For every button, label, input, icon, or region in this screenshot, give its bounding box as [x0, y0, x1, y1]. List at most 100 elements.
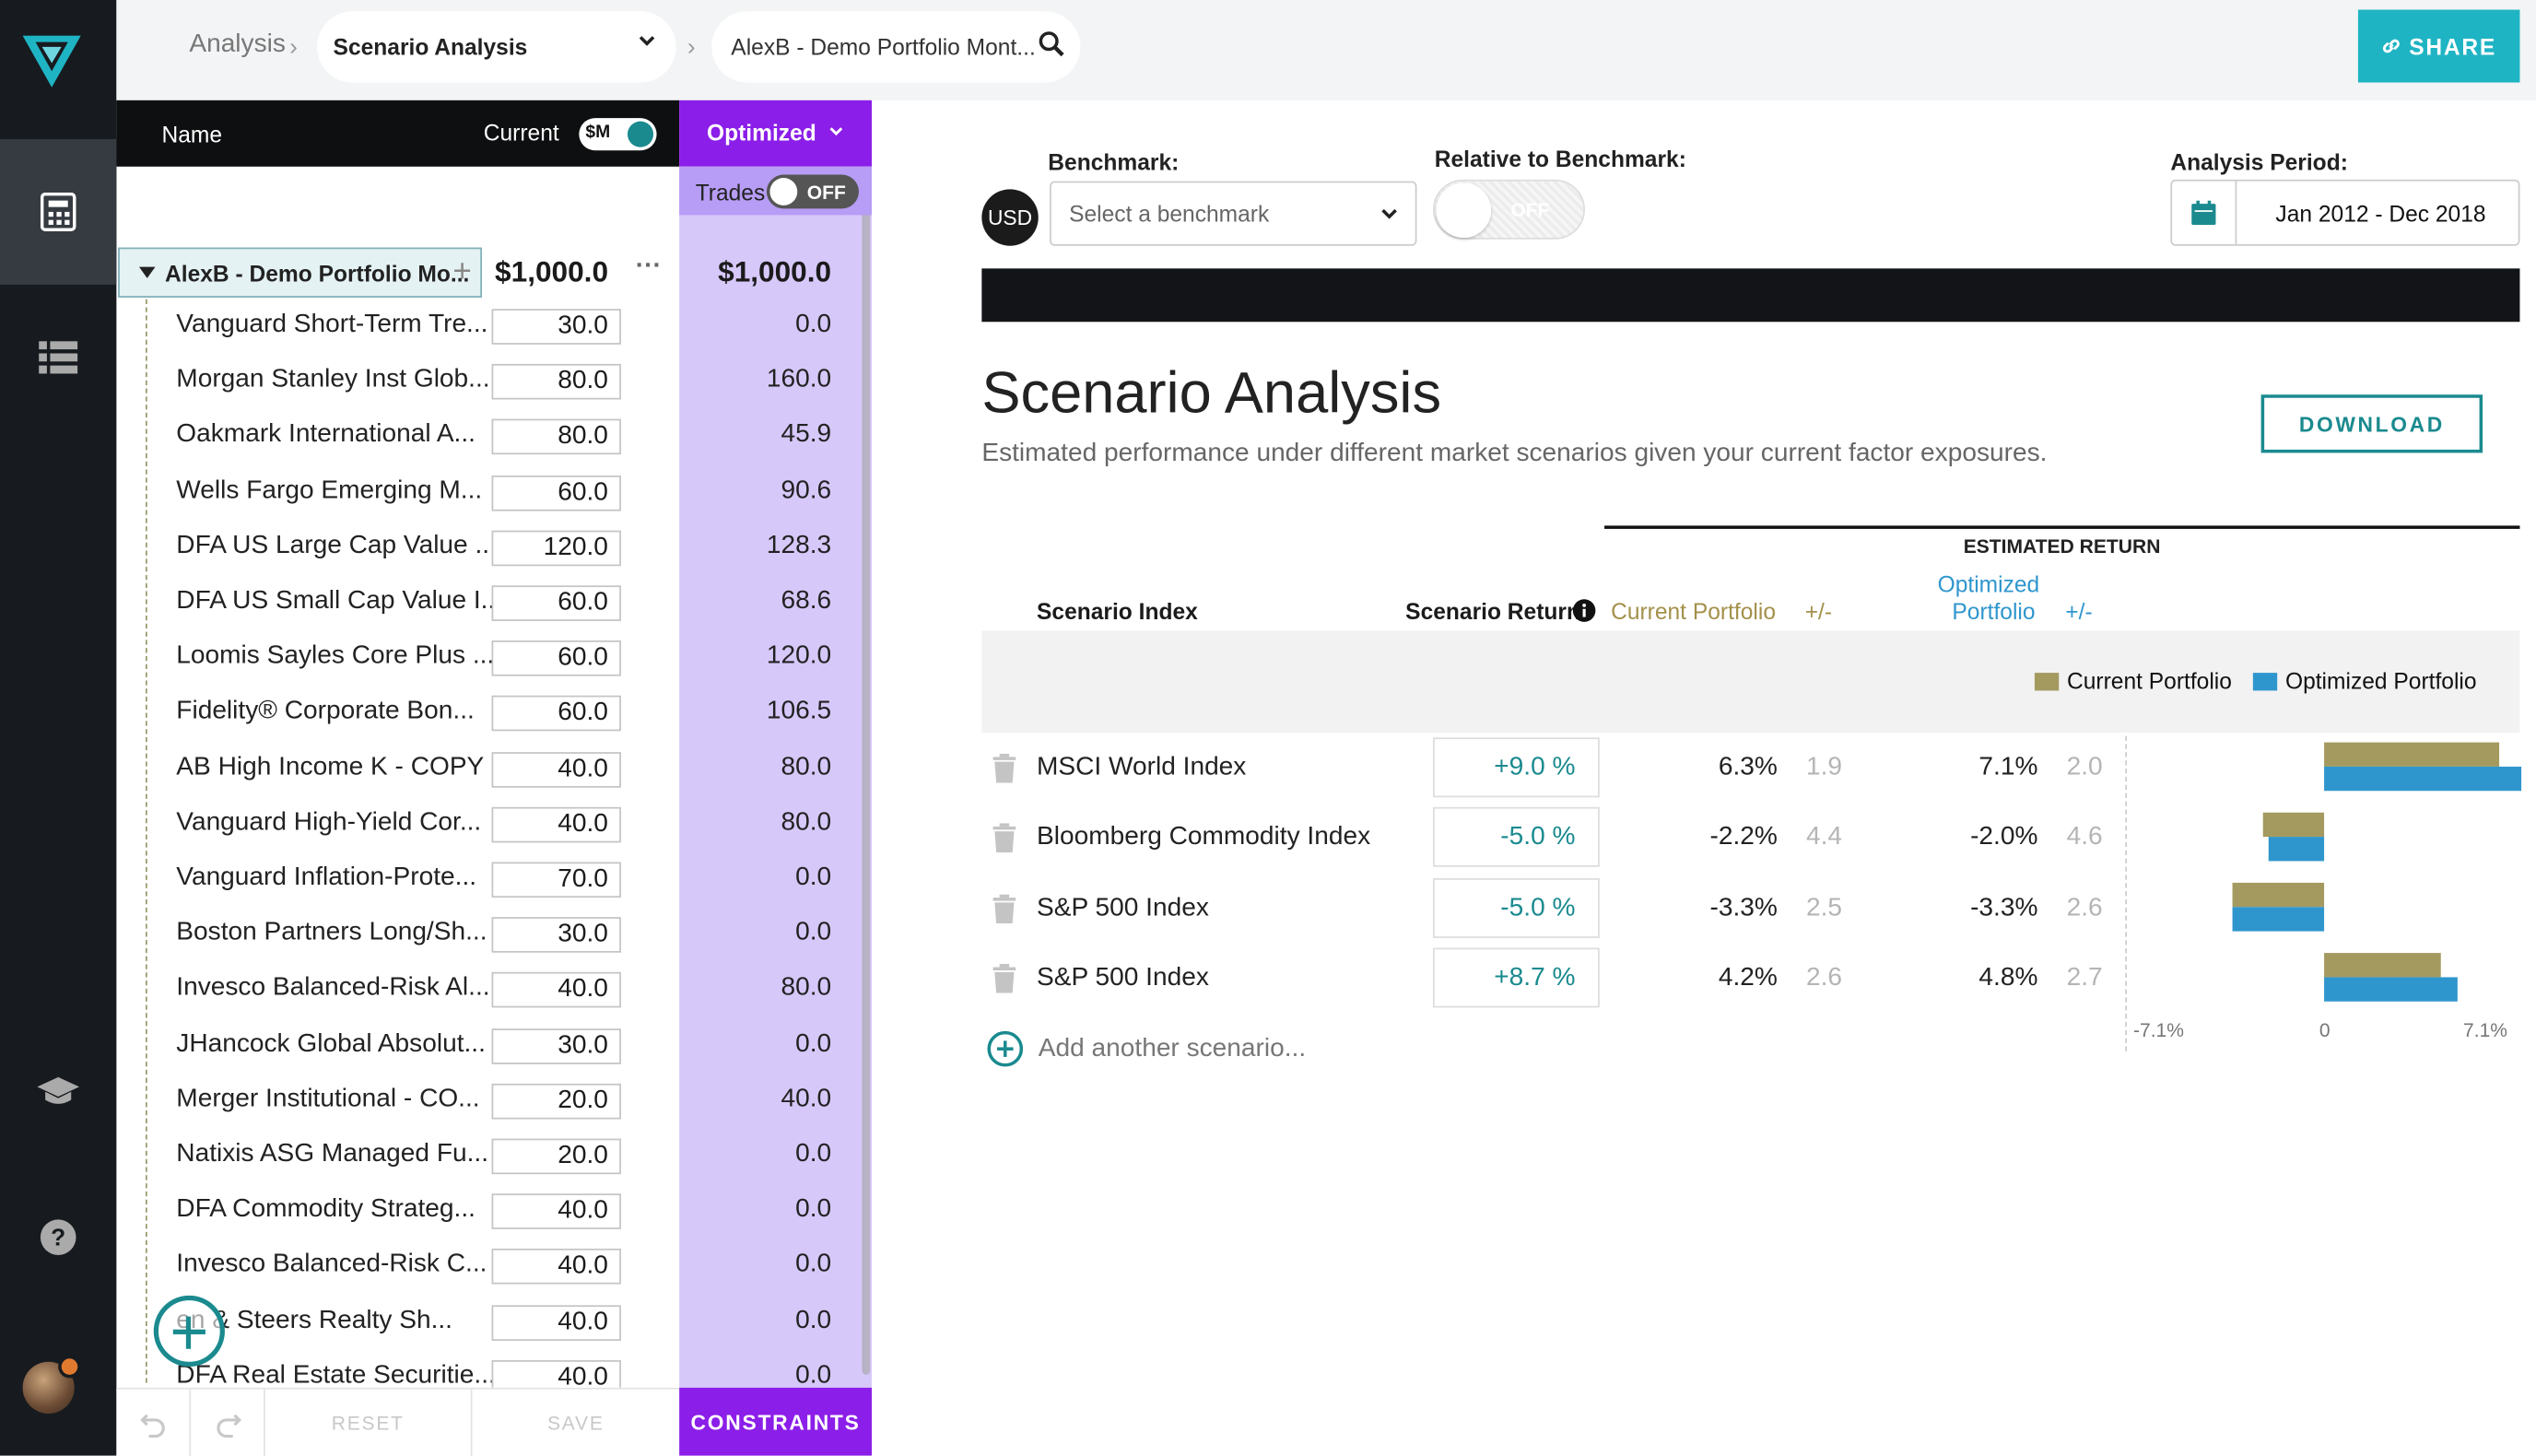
holding-name[interactable]: Loomis Sayles Core Plus ...	[176, 642, 495, 670]
holding-name[interactable]: Wells Fargo Emerging M...	[176, 476, 483, 504]
holding-current-input[interactable]: 40.0	[491, 1304, 621, 1341]
breadcrumb-analysis[interactable]: Analysis	[189, 30, 286, 59]
trash-icon[interactable]	[992, 964, 1021, 993]
holding-current-input[interactable]: 40.0	[491, 1193, 621, 1230]
trades-toggle[interactable]: OFF	[766, 174, 859, 209]
holding-current-input[interactable]: 30.0	[491, 1027, 621, 1064]
holding-name[interactable]: Boston Partners Long/Sh...	[176, 919, 487, 947]
toggle-knob	[627, 121, 654, 147]
scenario-return-input[interactable]: +8.7 %	[1433, 947, 1600, 1008]
info-icon[interactable]	[1572, 598, 1596, 622]
bar-optimized	[2324, 766, 2522, 792]
scenario-name: MSCI World Index	[1037, 753, 1247, 781]
holding-current-input[interactable]: 80.0	[491, 364, 621, 400]
holding-name[interactable]: Vanguard High-Yield Cor...	[176, 808, 482, 837]
add-holding-button[interactable]	[153, 1295, 225, 1368]
calendar-icon[interactable]	[2172, 181, 2237, 245]
graduation-cap-icon[interactable]	[0, 1019, 116, 1165]
holding-name[interactable]: AB High Income K - COPY	[176, 753, 485, 781]
list-icon[interactable]	[0, 285, 116, 430]
optimized-pm-value: 4.6	[2066, 824, 2103, 851]
holding-name[interactable]: Natixis ASG Managed Fu...	[176, 1140, 489, 1168]
more-options-icon[interactable]: ···	[635, 252, 662, 280]
analysis-period-value: Jan 2012 - Dec 2018	[2275, 200, 2486, 227]
holding-current-input[interactable]: 30.0	[491, 309, 621, 345]
trash-icon[interactable]	[992, 753, 1021, 783]
holding-current-input[interactable]: 60.0	[491, 475, 621, 511]
holding-name[interactable]: Merger Institutional - CO...	[176, 1085, 480, 1113]
analysis-period-picker[interactable]: Jan 2012 - Dec 2018	[2170, 179, 2520, 246]
add-scenario-button[interactable]: Add another scenario...	[987, 1030, 1306, 1067]
optimized-column	[679, 166, 859, 1388]
holding-current-input[interactable]: 80.0	[491, 419, 621, 455]
trash-icon[interactable]	[992, 824, 1021, 853]
holding-current-input[interactable]: 20.0	[491, 1138, 621, 1175]
holding-current-input[interactable]: 40.0	[491, 1249, 621, 1286]
optimized-dropdown[interactable]: Optimized	[679, 100, 872, 167]
holding-current-input[interactable]: 60.0	[491, 640, 621, 676]
optimized-header: Optimized	[706, 119, 816, 146]
undo-icon[interactable]	[116, 1389, 192, 1456]
legend-optimized: Optimized Portfolio	[2252, 668, 2477, 694]
redo-icon[interactable]	[191, 1389, 265, 1456]
holding-current-input[interactable]: 40.0	[491, 806, 621, 843]
holding-name[interactable]: Invesco Balanced-Risk Al...	[176, 974, 490, 1003]
currency-badge[interactable]: USD	[981, 189, 1039, 246]
holding-current-input[interactable]: 60.0	[491, 585, 621, 621]
holding-name[interactable]: Morgan Stanley Inst Glob...	[176, 365, 490, 393]
constraints-button[interactable]: CONSTRAINTS	[679, 1387, 872, 1456]
plus-icon[interactable]: +	[452, 253, 472, 290]
currency-label: USD	[987, 205, 1033, 230]
portfolio-root-row[interactable]: AlexB - Demo Portfolio Mo... +	[118, 247, 483, 298]
holding-optimized-value: 80.0	[781, 753, 832, 781]
holding-name[interactable]: Vanguard Inflation-Prote...	[176, 863, 477, 892]
holding-name[interactable]: DFA US Small Cap Value I...	[176, 587, 503, 615]
search-icon[interactable]	[1039, 30, 1064, 57]
caret-down-icon[interactable]	[138, 266, 156, 278]
holding-name[interactable]: JHancock Global Absolut...	[176, 1029, 486, 1058]
holding-name[interactable]: DFA US Large Cap Value ...	[176, 532, 497, 559]
holding-current-input[interactable]: 40.0	[491, 751, 621, 788]
current-return-value: -2.2%	[1709, 824, 1778, 851]
scenario-return-input[interactable]: -5.0 %	[1433, 877, 1600, 938]
holding-current-input[interactable]: 20.0	[491, 1083, 621, 1120]
holding-current-input[interactable]: 70.0	[491, 862, 621, 898]
holding-name[interactable]: DFA Real Estate Securitie...	[176, 1361, 496, 1390]
holding-name[interactable]: Invesco Balanced-Risk C...	[176, 1251, 487, 1279]
save-button[interactable]: SAVE	[472, 1390, 679, 1456]
units-toggle[interactable]: $M	[579, 118, 657, 151]
optimized-return-value: -2.0%	[1970, 824, 2038, 851]
holding-current-input[interactable]: 120.0	[491, 530, 621, 566]
share-button[interactable]: SHARE	[2357, 9, 2520, 83]
scenario-return-input[interactable]: +9.0 %	[1433, 737, 1600, 798]
tool-select[interactable]: Scenario Analysis	[316, 11, 676, 83]
optimized-return-value: 4.8%	[1978, 964, 2038, 992]
portfolio-search[interactable]: AlexB - Demo Portfolio Mont...	[711, 11, 1081, 83]
relative-to-benchmark-toggle[interactable]: OFF	[1433, 179, 1585, 240]
results-bar	[981, 268, 2520, 323]
lock-icon	[58, 1355, 81, 1379]
holding-current-input[interactable]: 40.0	[491, 972, 621, 1009]
holding-name[interactable]: Vanguard Short-Term Tre...	[176, 310, 488, 338]
trades-label: Trades	[695, 179, 766, 205]
scenario-bar-chart	[2232, 742, 2522, 1002]
legend-swatch-current	[2034, 672, 2060, 690]
holding-name[interactable]: Fidelity® Corporate Bon...	[176, 698, 475, 725]
help-icon[interactable]: ?	[0, 1165, 116, 1310]
holding-name[interactable]: DFA Commodity Strateg...	[176, 1195, 476, 1224]
scenario-return-input[interactable]: -5.0 %	[1433, 807, 1600, 868]
download-button[interactable]: DOWNLOAD	[2260, 394, 2483, 453]
trash-icon[interactable]	[992, 894, 1021, 923]
holding-current-input[interactable]: 30.0	[491, 917, 621, 954]
avatar[interactable]	[22, 1355, 81, 1414]
holding-name[interactable]: Oakmark International A...	[176, 421, 476, 449]
holding-optimized-value: 0.0	[795, 1140, 832, 1168]
benchmark-select[interactable]: Select a benchmark	[1050, 181, 1417, 246]
scrollbar-thumb[interactable]	[862, 210, 871, 1375]
logo-icon[interactable]	[22, 35, 81, 96]
reset-button[interactable]: RESET	[265, 1389, 473, 1456]
benchmark-label: Benchmark:	[1048, 148, 1180, 175]
calculator-icon[interactable]	[0, 138, 117, 285]
optimized-return-value: -3.3%	[1970, 894, 2038, 922]
holding-current-input[interactable]: 60.0	[491, 696, 621, 732]
